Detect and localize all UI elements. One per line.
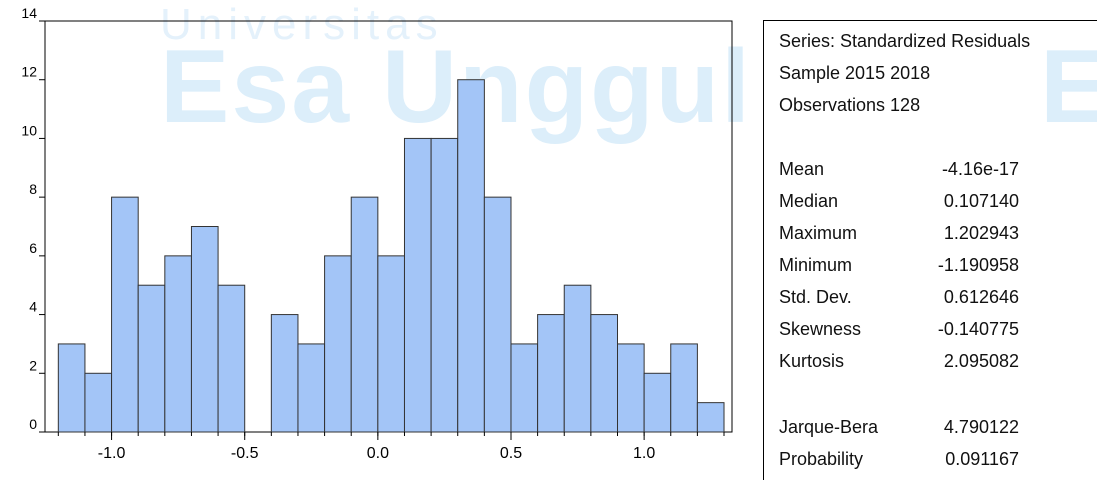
histogram-bar: [483, 196, 512, 433]
stat-label: Median: [779, 191, 839, 211]
stat-row-median: Median 0.107140: [779, 191, 1019, 215]
histogram-bar: [190, 226, 219, 433]
x-tick-label: 1.0: [633, 445, 655, 462]
histogram-bar: [57, 343, 86, 433]
watermark-right-fragment: E: [1040, 29, 1097, 145]
stat-value: 0.107140: [943, 191, 1019, 211]
histogram-bar: [217, 284, 246, 433]
histogram-bar: [111, 196, 139, 433]
y-tick-label: 2: [29, 357, 37, 373]
histogram-bar: [84, 372, 113, 433]
histogram-bar: [590, 314, 618, 433]
stat-row-jarque-bera: Jarque-Bera 4.790122: [779, 417, 1019, 441]
x-tick-label: 0.0: [367, 445, 389, 462]
stats-panel: Series: Standardized Residuals Sample 20…: [763, 20, 1097, 480]
stat-row-probability: Probability 0.091167: [779, 449, 1019, 473]
histogram-bar: [430, 137, 459, 433]
stat-value: 4.790122: [943, 417, 1019, 437]
histogram-bar: [457, 79, 485, 433]
y-tick-label: 6: [29, 240, 37, 256]
histogram-bar: [617, 343, 645, 433]
stat-label: Maximum: [779, 223, 858, 243]
histogram-bar: [137, 284, 166, 433]
stat-row-skewness: Skewness -0.140775: [779, 319, 1019, 343]
histogram-bar: [510, 343, 539, 433]
histogram-bar: [403, 137, 432, 433]
stat-value: 1.202943: [943, 223, 1019, 243]
stat-row-std-dev: Std. Dev. 0.612646: [779, 287, 1019, 311]
sample-range: Sample 2015 2018: [779, 63, 931, 83]
histogram-bar: [537, 314, 565, 433]
stat-label: Std. Dev.: [779, 287, 852, 307]
histogram-bar: [164, 255, 192, 433]
histogram-bar: [324, 255, 352, 433]
histogram-bar: [643, 372, 672, 433]
stat-row-minimum: Minimum -1.190958: [779, 255, 1019, 279]
histogram-bar: [350, 196, 379, 433]
stat-value: 0.612646: [943, 287, 1019, 307]
stat-label: Kurtosis: [779, 351, 845, 371]
x-tick-label: -1.0: [98, 445, 126, 462]
stat-label: Probability: [779, 449, 864, 469]
stat-value: -4.16e-17: [941, 159, 1019, 179]
series-name: Series: Standardized Residuals: [779, 31, 1031, 51]
stat-value: 0.091167: [945, 449, 1019, 469]
histogram-bar: [297, 343, 326, 433]
histogram-bar: [670, 343, 698, 433]
stat-label: Mean: [779, 159, 825, 179]
observations-count: Observations 128: [779, 95, 921, 115]
y-tick-label: 0: [29, 416, 37, 432]
x-tick-label: 0.5: [500, 445, 522, 462]
stat-label: Minimum: [779, 255, 853, 275]
y-tick-label: 14: [21, 5, 37, 21]
histogram-chart: 0 2 4 6 8 10 12 14 -1.0 -0.5 0.0 0.5 1.0: [21, 5, 733, 462]
stat-row-mean: Mean -4.16e-17: [779, 159, 1019, 183]
watermark-universitas: Universitas: [160, 0, 444, 49]
y-tick-label: 10: [21, 122, 37, 138]
histogram-bar: [270, 314, 299, 433]
stat-value: -1.190958: [937, 255, 1019, 275]
stat-row-kurtosis: Kurtosis 2.095082: [779, 351, 1019, 375]
stat-value: 2.095082: [943, 351, 1019, 371]
histogram-bar: [696, 402, 725, 433]
stat-label: Jarque-Bera: [779, 417, 879, 437]
watermark-esa-unggul: Esa Unggul: [160, 29, 753, 145]
y-tick-label: 12: [21, 64, 37, 80]
stat-row-maximum: Maximum 1.202943: [779, 223, 1019, 247]
x-tick-label: -0.5: [231, 445, 259, 462]
histogram-bar: [563, 284, 592, 433]
stat-value: -0.140775: [937, 319, 1019, 339]
histogram-bar: [377, 255, 405, 433]
y-tick-label: 4: [29, 299, 37, 315]
y-tick-label: 8: [29, 181, 37, 197]
stat-label: Skewness: [779, 319, 862, 339]
